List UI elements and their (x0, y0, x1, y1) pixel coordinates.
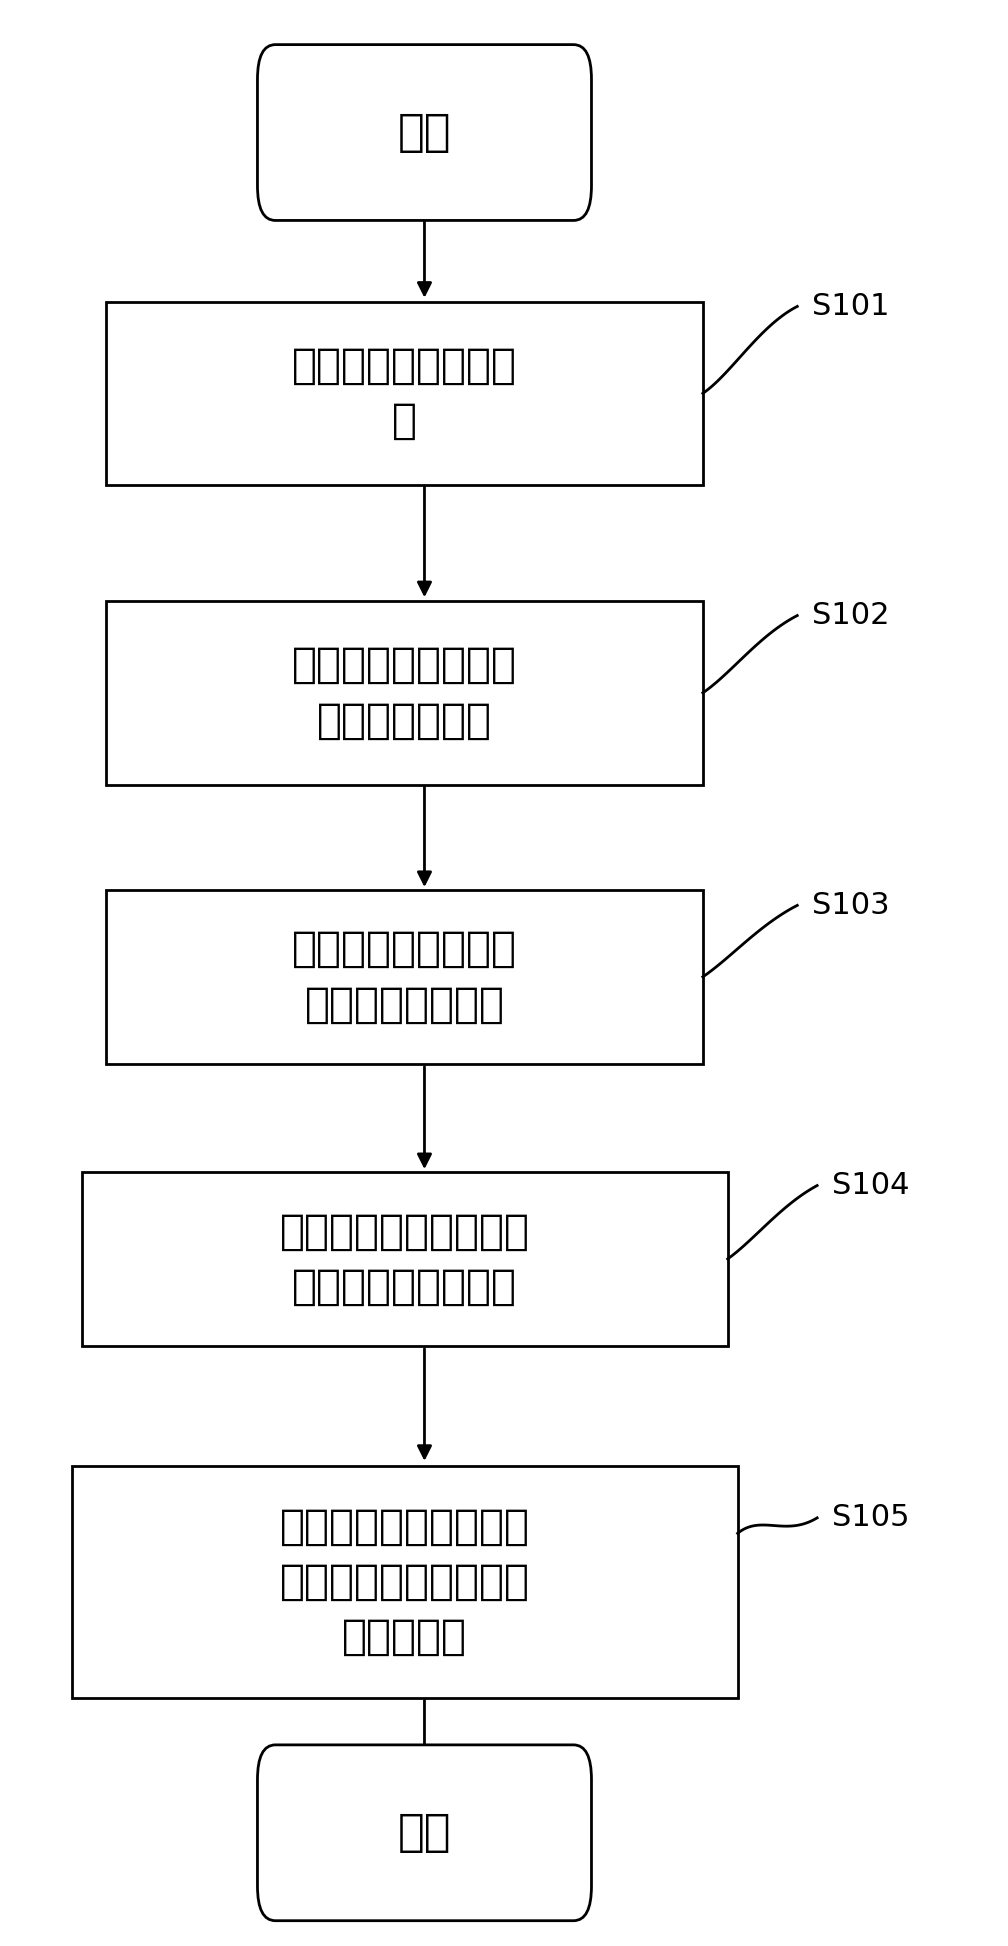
Bar (107, 302, 703, 485)
Text: 利用机组运行数据数据
和龙伯格观测器实现气
动转矩重构: 利用机组运行数据数据 和龙伯格观测器实现气 动转矩重构 (279, 1506, 529, 1658)
Text: 建立连续状态空间模
型: 建立连续状态空间模 型 (292, 344, 517, 442)
Bar (107, 601, 703, 784)
Text: S102: S102 (812, 601, 890, 631)
Text: 结束: 结束 (398, 1812, 452, 1855)
Text: S103: S103 (812, 891, 890, 920)
Bar (107, 889, 703, 1064)
Text: 开始: 开始 (398, 111, 452, 154)
Text: 引入状态反馈矩阵，
构造龙伯格观测器: 引入状态反馈矩阵， 构造龙伯格观测器 (292, 928, 517, 1026)
Text: 将龙伯格观测器集成到
风力发电机组控制器: 将龙伯格观测器集成到 风力发电机组控制器 (279, 1210, 529, 1308)
Text: 对连续状态空间模型
进行离散化处理: 对连续状态空间模型 进行离散化处理 (292, 644, 517, 741)
Bar (82, 1171, 728, 1347)
Bar (72, 1465, 738, 1697)
FancyBboxPatch shape (257, 1746, 592, 1921)
Text: S105: S105 (832, 1504, 909, 1532)
Text: S101: S101 (812, 292, 890, 321)
FancyBboxPatch shape (257, 45, 592, 220)
Text: S104: S104 (832, 1171, 909, 1201)
